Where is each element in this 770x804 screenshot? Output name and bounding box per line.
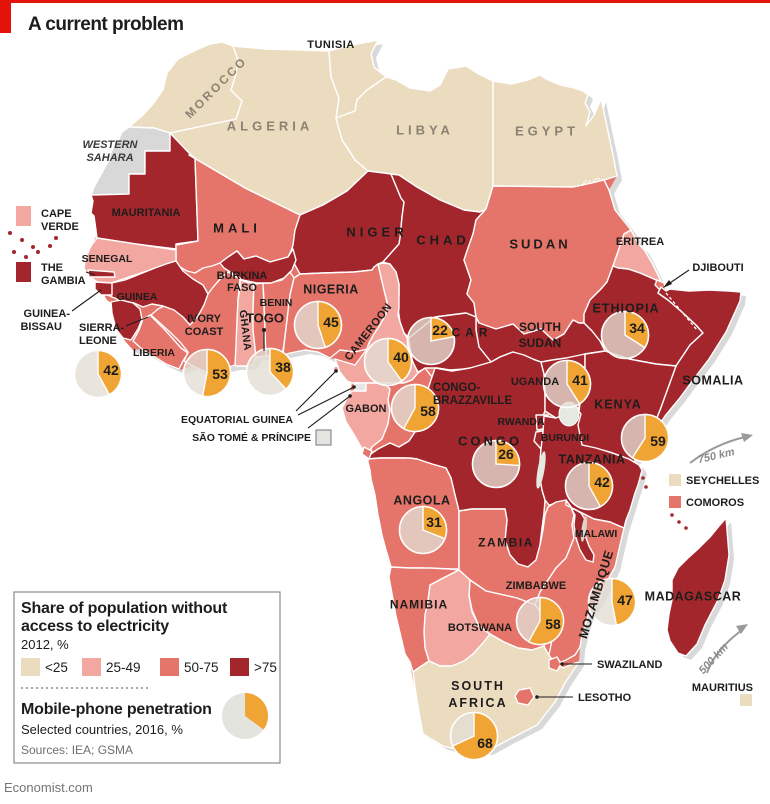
svg-text:31: 31 xyxy=(426,514,442,530)
svg-text:BOTSWANA: BOTSWANA xyxy=(448,622,512,634)
svg-text:Sources: IEA; GSMA: Sources: IEA; GSMA xyxy=(21,743,133,757)
svg-text:MALAWI: MALAWI xyxy=(575,528,618,540)
svg-text:access to electricity: access to electricity xyxy=(21,618,169,635)
svg-text:38: 38 xyxy=(275,359,291,375)
svg-text:26: 26 xyxy=(498,446,514,462)
svg-text:Mobile-phone penetration: Mobile-phone penetration xyxy=(21,701,212,718)
svg-text:Selected countries, 2016, %: Selected countries, 2016, % xyxy=(21,722,183,737)
svg-text:ZIMBABWE: ZIMBABWE xyxy=(506,580,567,592)
svg-text:EQUATORIAL GUINEA: EQUATORIAL GUINEA xyxy=(181,414,293,426)
svg-text:>75: >75 xyxy=(254,660,277,675)
svg-text:ZAMBIA: ZAMBIA xyxy=(478,535,534,549)
svg-text:COMOROS: COMOROS xyxy=(686,497,744,509)
svg-text:GAMBIA: GAMBIA xyxy=(41,275,86,287)
svg-text:TUNISIA: TUNISIA xyxy=(307,39,355,51)
svg-text:CAPE: CAPE xyxy=(41,208,72,220)
svg-text:53: 53 xyxy=(212,366,228,382)
svg-text:BURKINA: BURKINA xyxy=(217,270,268,282)
svg-text:50-75: 50-75 xyxy=(184,660,219,675)
svg-text:GABON: GABON xyxy=(346,403,387,415)
svg-text:ETHIOPIA: ETHIOPIA xyxy=(592,302,659,316)
svg-text:SWAZILAND: SWAZILAND xyxy=(597,659,662,671)
svg-text:MAURITANIA: MAURITANIA xyxy=(112,207,181,219)
svg-text:22: 22 xyxy=(432,322,448,338)
svg-text:UGANDA: UGANDA xyxy=(511,376,559,388)
svg-text:Share of population without: Share of population without xyxy=(21,600,228,617)
svg-text:SAHARA: SAHARA xyxy=(86,152,133,164)
svg-text:VERDE: VERDE xyxy=(41,221,79,233)
svg-text:AFRICA: AFRICA xyxy=(448,696,507,710)
svg-text:MALI: MALI xyxy=(213,221,261,236)
svg-text:NIGERIA: NIGERIA xyxy=(303,283,359,297)
svg-text:MAURITIUS: MAURITIUS xyxy=(692,682,753,694)
svg-text:LIBERIA: LIBERIA xyxy=(133,347,175,359)
svg-text:34: 34 xyxy=(629,320,645,336)
svg-text:ANGOLA: ANGOLA xyxy=(393,494,450,508)
svg-text:SOUTH: SOUTH xyxy=(519,320,561,334)
svg-text:SEYCHELLES: SEYCHELLES xyxy=(686,475,759,487)
svg-text:GHANA: GHANA xyxy=(237,309,254,351)
svg-text:COAST: COAST xyxy=(185,326,224,338)
svg-text:750 km: 750 km xyxy=(697,446,736,466)
svg-text:SÃO TOMÉ & PRÍNCIPE: SÃO TOMÉ & PRÍNCIPE xyxy=(192,431,311,444)
svg-text:THE: THE xyxy=(41,262,63,274)
svg-text:NAMIBIA: NAMIBIA xyxy=(390,597,448,611)
svg-text:2012, %: 2012, % xyxy=(21,637,69,652)
svg-text:40: 40 xyxy=(393,349,409,365)
svg-text:SUDAN: SUDAN xyxy=(519,336,562,350)
svg-text:NIGER: NIGER xyxy=(346,225,407,240)
svg-text:LIBYA: LIBYA xyxy=(396,123,454,138)
svg-text:EGYPT: EGYPT xyxy=(515,124,579,139)
svg-text:45: 45 xyxy=(323,314,339,330)
svg-text:SUDAN: SUDAN xyxy=(509,237,570,252)
svg-text:MADAGASCAR: MADAGASCAR xyxy=(645,590,742,604)
svg-text:DJIBOUTI: DJIBOUTI xyxy=(692,262,743,274)
svg-text:LEONE: LEONE xyxy=(79,335,117,347)
svg-text:59: 59 xyxy=(650,433,666,449)
svg-text:BURUNDI: BURUNDI xyxy=(541,432,589,444)
svg-text:25-49: 25-49 xyxy=(106,660,141,675)
svg-text:FASO: FASO xyxy=(227,282,257,294)
svg-text:TANZANIA: TANZANIA xyxy=(559,453,626,467)
svg-text:GUINEA: GUINEA xyxy=(117,291,158,303)
svg-text:58: 58 xyxy=(545,616,561,632)
svg-text:WESTERN: WESTERN xyxy=(83,139,139,151)
svg-text:LESOTHO: LESOTHO xyxy=(578,692,632,704)
svg-text:ALGERIA: ALGERIA xyxy=(227,119,314,134)
svg-text:42: 42 xyxy=(103,362,119,378)
svg-text:CONGO-: CONGO- xyxy=(433,382,480,394)
svg-text:CHAD: CHAD xyxy=(416,233,470,248)
svg-text:SIERRA-: SIERRA- xyxy=(79,322,125,334)
svg-text:SOUTH: SOUTH xyxy=(451,679,505,693)
svg-text:ERITREA: ERITREA xyxy=(616,236,664,248)
svg-text:BENIN: BENIN xyxy=(260,297,293,309)
svg-text:<25: <25 xyxy=(45,660,68,675)
svg-text:TOGO: TOGO xyxy=(246,311,284,326)
svg-text:42: 42 xyxy=(594,474,610,490)
svg-text:68: 68 xyxy=(477,735,493,751)
svg-text:CONGO: CONGO xyxy=(458,434,522,449)
svg-text:58: 58 xyxy=(420,403,436,419)
svg-text:47: 47 xyxy=(617,592,633,608)
svg-text:BISSAU: BISSAU xyxy=(20,321,62,333)
svg-text:BRAZZAVILLE: BRAZZAVILLE xyxy=(433,395,512,407)
svg-text:KENYA: KENYA xyxy=(594,398,642,412)
svg-text:IVORY: IVORY xyxy=(187,313,221,325)
svg-text:SENEGAL: SENEGAL xyxy=(82,253,133,265)
svg-text:RWANDA: RWANDA xyxy=(497,416,544,428)
svg-text:GUINEA-: GUINEA- xyxy=(24,308,71,320)
svg-text:C A R: C A R xyxy=(452,325,489,339)
svg-text:SOMALIA: SOMALIA xyxy=(682,374,743,388)
svg-text:41: 41 xyxy=(572,372,588,388)
